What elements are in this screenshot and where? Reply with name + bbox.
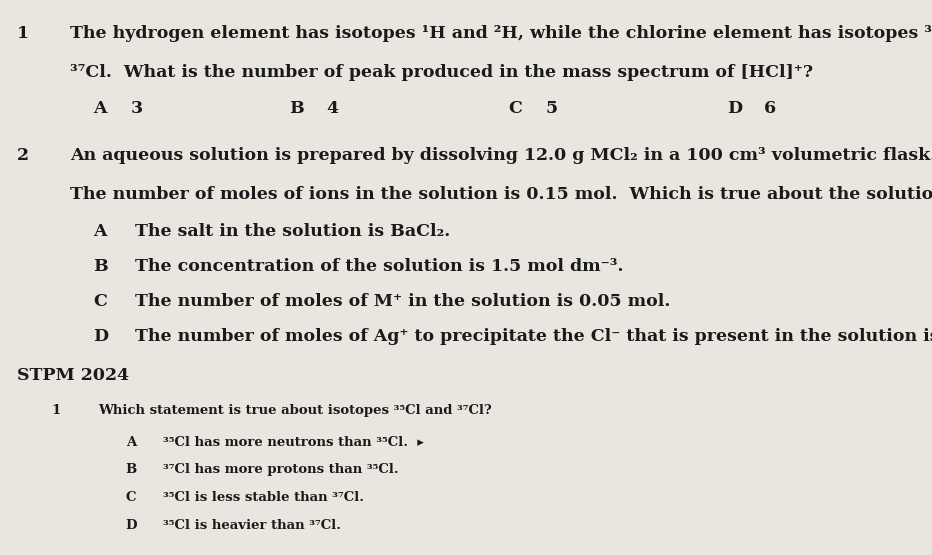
Text: B: B (126, 463, 137, 476)
Text: 1: 1 (17, 25, 29, 42)
Text: B: B (93, 258, 108, 275)
Text: D: D (727, 100, 742, 117)
Text: A: A (93, 100, 106, 117)
Text: 2: 2 (17, 147, 29, 164)
Text: 1: 1 (51, 404, 61, 417)
Text: 6: 6 (764, 100, 776, 117)
Text: C: C (126, 491, 136, 504)
Text: Which statement is true about isotopes ³⁵Cl and ³⁷Cl?: Which statement is true about isotopes ³… (98, 404, 491, 417)
Text: A: A (93, 223, 106, 240)
Text: ³⁵Cl is less stable than ³⁷Cl.: ³⁵Cl is less stable than ³⁷Cl. (163, 491, 364, 504)
Text: A: A (126, 436, 136, 448)
Text: The salt in the solution is BaCl₂.: The salt in the solution is BaCl₂. (135, 223, 450, 240)
Text: ³⁵Cl is heavier than ³⁷Cl.: ³⁵Cl is heavier than ³⁷Cl. (163, 519, 341, 532)
Text: B: B (289, 100, 304, 117)
Text: The hydrogen element has isotopes ¹H and ²H, while the chlorine element has isot: The hydrogen element has isotopes ¹H and… (70, 25, 932, 42)
Text: ³⁷Cl has more protons than ³⁵Cl.: ³⁷Cl has more protons than ³⁵Cl. (163, 463, 399, 476)
Text: 3: 3 (130, 100, 143, 117)
Text: An aqueous solution is prepared by dissolving 12.0 g MCl₂ in a 100 cm³ volumetri: An aqueous solution is prepared by disso… (70, 147, 932, 164)
Text: D: D (126, 519, 137, 532)
Text: The concentration of the solution is 1.5 mol dm⁻³.: The concentration of the solution is 1.5… (135, 258, 624, 275)
Text: STPM 2024: STPM 2024 (17, 367, 129, 385)
Text: 5: 5 (545, 100, 557, 117)
Text: D: D (93, 328, 108, 345)
Text: C: C (93, 293, 107, 310)
Text: The number of moles of M⁺ in the solution is 0.05 mol.: The number of moles of M⁺ in the solutio… (135, 293, 670, 310)
Text: The number of moles of Ag⁺ to precipitate the Cl⁻ that is present in the solutio: The number of moles of Ag⁺ to precipitat… (135, 328, 932, 345)
Text: ³⁵Cl has more neutrons than ³⁵Cl.  ▸: ³⁵Cl has more neutrons than ³⁵Cl. ▸ (163, 436, 424, 448)
Text: The number of moles of ions in the solution is 0.15 mol.  Which is true about th: The number of moles of ions in the solut… (70, 186, 932, 203)
Text: 4: 4 (326, 100, 338, 117)
Text: ³⁷Cl.  What is the number of peak produced in the mass spectrum of [HCl]⁺?: ³⁷Cl. What is the number of peak produce… (70, 64, 813, 81)
Text: C: C (508, 100, 522, 117)
